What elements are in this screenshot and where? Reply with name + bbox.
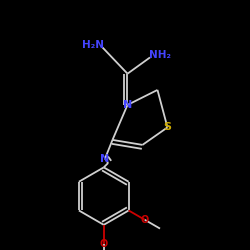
- Text: N: N: [123, 100, 132, 110]
- Text: O: O: [141, 215, 149, 225]
- Text: NH₂: NH₂: [149, 50, 171, 60]
- Text: N: N: [100, 154, 110, 164]
- Text: O: O: [100, 238, 108, 248]
- Text: S: S: [164, 122, 172, 132]
- Text: H₂N: H₂N: [82, 40, 104, 50]
